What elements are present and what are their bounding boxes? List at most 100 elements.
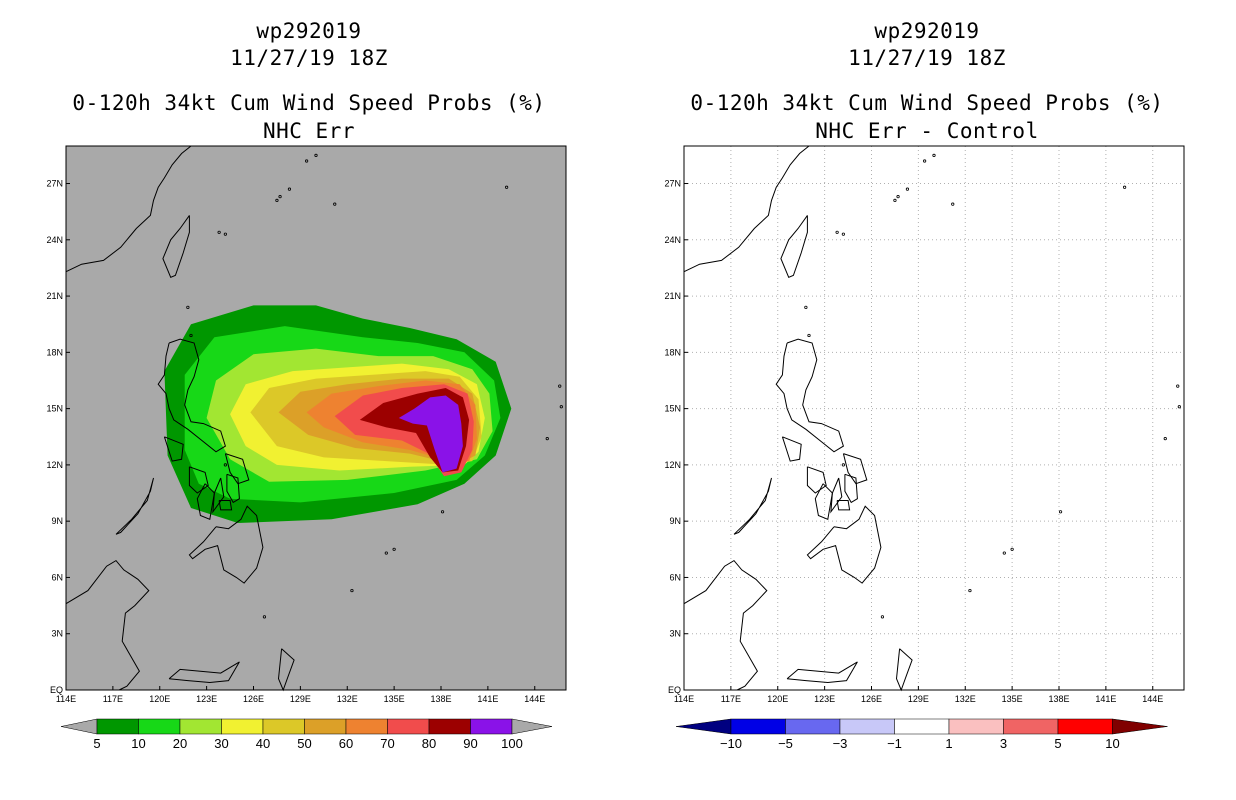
colorbar-box [428, 718, 471, 735]
coastline-negros [196, 483, 215, 520]
y-tick-label: 6N [51, 572, 63, 582]
x-tick-label: 114E [674, 694, 694, 704]
island-dot [558, 384, 562, 388]
island-dot [1176, 384, 1180, 388]
y-tick-label: 21N [46, 291, 63, 301]
coastline-luzon [157, 338, 226, 453]
colorbar-low-arrow [60, 718, 98, 735]
right-panel: wp292019 11/27/19 18Z 0-120h 34kt Cum Wi… [618, 0, 1236, 800]
x-tick-label: 117E [721, 694, 741, 704]
chart-title: 0-120h 34kt Cum Wind Speed Probs (%) [690, 91, 1164, 115]
island-dot [893, 198, 897, 202]
y-tick-label: 24N [664, 235, 681, 245]
y-tick-label: 12N [46, 460, 63, 470]
coastline-borneo [683, 559, 768, 691]
x-tick-label: 129E [908, 694, 929, 704]
colorbar-label: 5 [93, 736, 100, 751]
y-tick-label: 9N [669, 516, 681, 526]
island-dot [1010, 547, 1014, 551]
colorbar-label: −10 [720, 736, 742, 751]
coastline-mindanao [806, 505, 882, 584]
y-tick-label: EQ [50, 685, 63, 695]
island-dot [923, 159, 927, 163]
colorbar-label: −5 [778, 736, 793, 751]
y-tick-label: 15N [664, 404, 681, 414]
colorbar-box [138, 718, 181, 735]
colorbar-box [96, 718, 139, 735]
island-dot [440, 510, 445, 514]
map-background [684, 146, 1184, 690]
coastline-taiwan [780, 215, 808, 278]
colorbar-box [730, 718, 786, 735]
coastline-sulawesi [786, 661, 858, 684]
island-dot [545, 437, 549, 441]
island-dot [186, 305, 190, 309]
colorbar-label: 10 [131, 736, 145, 751]
coastline-cebu [212, 477, 225, 514]
island-dot [932, 153, 936, 157]
island-dot [217, 230, 221, 234]
x-tick-label: 123E [814, 694, 835, 704]
coastline-leyte [226, 473, 240, 504]
y-tick-label: 15N [46, 404, 63, 414]
y-tick-label: 18N [46, 347, 63, 357]
colorbar-box [221, 718, 264, 735]
island-dot [896, 195, 900, 199]
colorbar-high-arrow [1112, 718, 1168, 735]
island-dot [223, 463, 227, 467]
coastline-borneo [65, 559, 150, 691]
coastline-halmahera [277, 648, 295, 692]
island-dot [350, 588, 354, 593]
colorbar-box [948, 718, 1004, 735]
island-dot [951, 202, 955, 206]
island-dot [262, 615, 267, 619]
colorbar-box [304, 718, 347, 735]
x-tick-label: 144E [524, 694, 545, 704]
colorbar-box [179, 718, 222, 735]
island-dot [1177, 405, 1181, 409]
colorbar-label: 40 [256, 736, 270, 751]
island-dot [275, 198, 279, 202]
x-tick-label: 132E [955, 694, 976, 704]
colorbar-label: 100 [501, 736, 523, 751]
colorbar-box [839, 718, 895, 735]
coastline-bohol [218, 500, 233, 511]
colorbar-box [1057, 718, 1113, 735]
coastline-sulawesi [168, 661, 240, 684]
island-dot [880, 615, 885, 619]
y-tick-label: 18N [664, 347, 681, 357]
colorbar-label: 5 [1054, 736, 1061, 751]
y-tick-label: 12N [664, 460, 681, 470]
chart-subtitle: NHC Err - Control [815, 119, 1039, 143]
island-dot [559, 405, 563, 409]
colorbar-label: −3 [833, 736, 848, 751]
colorbar-box [345, 718, 388, 735]
coastline-bohol [836, 500, 851, 511]
x-tick-label: 141E [1095, 694, 1116, 704]
colorbar-label: 30 [214, 736, 228, 751]
datetime: 11/27/19 18Z [230, 46, 388, 70]
coastline-leyte [844, 473, 858, 504]
coastline-cebu [830, 477, 843, 514]
x-tick-label: 138E [1048, 694, 1069, 704]
coastline-china [683, 145, 810, 273]
island-dot [835, 230, 839, 234]
colorbar-label: 10 [1105, 736, 1119, 751]
coastline-samar [224, 453, 250, 485]
colorbar-label: 50 [297, 736, 311, 751]
colorbar-high-arrow [511, 718, 553, 735]
island-dot [333, 202, 337, 206]
island-dot [223, 232, 227, 236]
y-tick-label: 27N [46, 179, 63, 189]
island-dot [841, 463, 845, 467]
x-tick-label: 126E [861, 694, 882, 704]
colorbar-label: 1 [945, 736, 952, 751]
island-dot [392, 547, 396, 551]
island-dot [905, 187, 910, 191]
x-tick-label: 132E [337, 694, 358, 704]
island-dot [841, 232, 845, 236]
storm-id: wp292019 [874, 19, 980, 43]
x-tick-label: 123E [196, 694, 217, 704]
colorbar-box [262, 718, 305, 735]
x-tick-label: 138E [430, 694, 451, 704]
